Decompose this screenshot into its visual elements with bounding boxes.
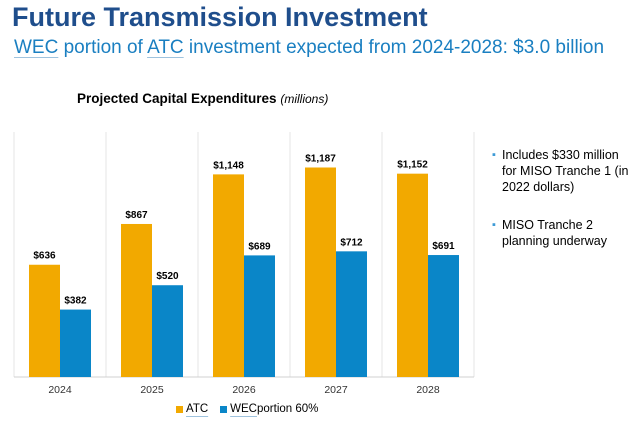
note-item: ▪ MISO Tranche 2 planning underway [492,217,636,249]
bar-atc [29,264,60,377]
data-label: $382 [64,296,87,307]
legend-label-atc: ATC [186,403,209,415]
bar-wec [244,255,275,377]
legend-label-wec-rest: portion 60% [257,403,319,415]
page-subtitle: WEC portion of ATC investment expected f… [14,37,604,59]
bar-wec [428,255,459,377]
legend-item-wec: WEC portion 60% [220,403,318,415]
data-label: $1,152 [397,160,428,171]
x-tick-label: 2026 [232,384,256,396]
chart-title: Projected Capital Expenditures (millions… [77,91,328,106]
notes-list: ▪ Includes $330 million for MISO Tranche… [492,147,636,271]
chart-legend: ATC WEC portion 60% [176,403,330,415]
subtitle-wec: WEC [14,37,59,58]
bar-wec [336,251,367,377]
x-tick-label: 2025 [140,384,164,396]
note-text: MISO Tranche 2 planning underway [502,218,607,248]
bar-wec [152,285,183,377]
page-title: Future Transmission Investment [12,2,428,32]
note-text: Includes $330 million for MISO Tranche 1… [502,148,629,194]
data-label: $636 [33,251,56,262]
bar-atc [213,174,244,377]
data-label: $520 [156,271,179,282]
chart-title-unit: (millions) [280,92,329,106]
data-label: $867 [125,210,148,221]
legend-swatch-atc [176,405,183,413]
data-label: $1,187 [305,153,336,164]
bullet-icon: ▪ [492,219,496,231]
bar-atc [121,223,152,377]
x-tick-label: 2024 [48,384,72,396]
bar-atc [397,173,428,377]
x-tick-label: 2027 [324,384,348,396]
bullet-icon: ▪ [492,149,496,161]
data-label: $691 [432,241,455,252]
legend-swatch-wec [220,405,228,413]
bar-atc [305,167,336,377]
subtitle-atc: ATC [147,37,184,58]
data-label: $1,148 [213,160,244,171]
data-label: $689 [248,241,271,252]
data-label: $712 [340,237,363,248]
note-item: ▪ Includes $330 million for MISO Tranche… [492,147,636,195]
legend-item-atc: ATC [176,403,208,415]
bar-wec [60,309,91,377]
chart-title-main: Projected Capital Expenditures [77,91,277,106]
legend-label-wec: WEC [230,403,257,415]
subtitle-text-b: investment expected from 2024-2028: $3.0… [183,37,605,58]
subtitle-text-a: portion of [58,37,148,58]
x-tick-label: 2028 [416,384,440,396]
